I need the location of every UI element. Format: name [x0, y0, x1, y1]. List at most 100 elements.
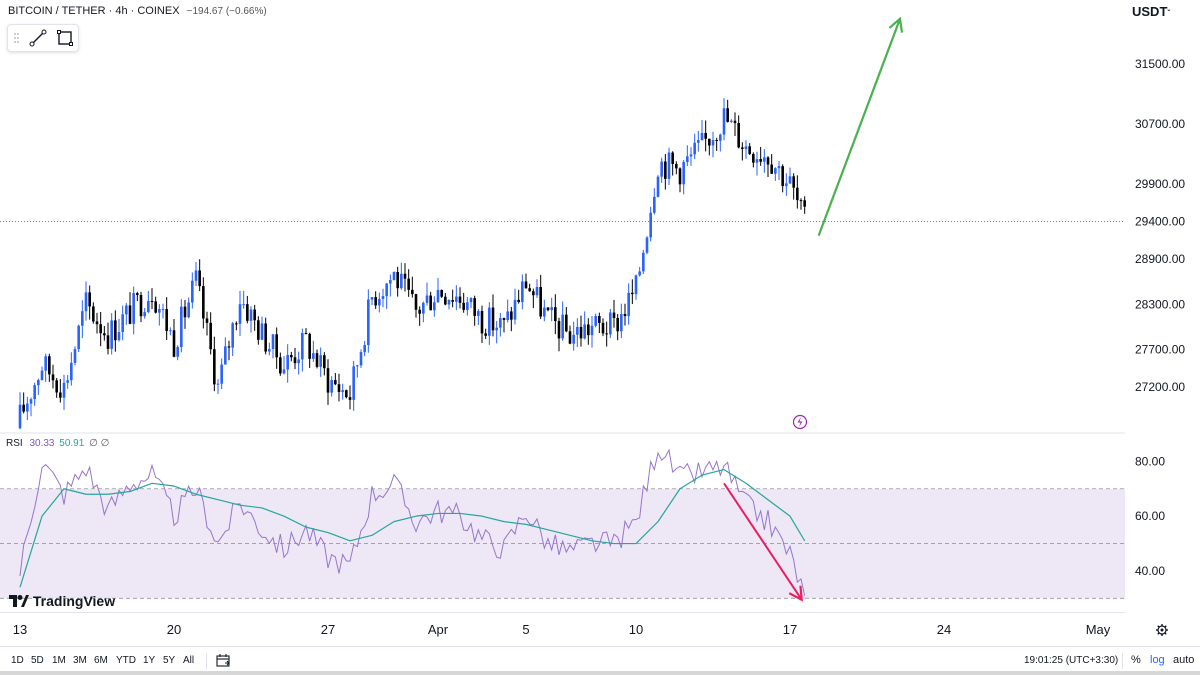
drawing-toolbox: [7, 24, 79, 52]
candle: [590, 316, 594, 348]
price-tick-label: 31500.00: [1135, 57, 1185, 71]
rsi-tick-label: 40.00: [1135, 564, 1165, 578]
log-scale-toggle[interactable]: log: [1150, 654, 1165, 666]
symbol-title: BITCOIN / TETHER · 4h · COINEX: [8, 5, 180, 17]
toolbar-divider-2: [1122, 653, 1123, 669]
drag-handle-icon[interactable]: [14, 33, 19, 43]
candle: [433, 296, 436, 317]
range-1m-button[interactable]: 1M: [52, 655, 66, 666]
candle: [319, 347, 322, 377]
range-ytd-button[interactable]: YTD: [116, 655, 136, 666]
currency-selector[interactable]: USDTˇ: [1132, 4, 1170, 19]
rsi-ma-line: [19, 469, 806, 588]
candle: [664, 154, 667, 190]
candle: [374, 291, 377, 309]
price-tick-label: 28900.00: [1135, 252, 1185, 266]
candle: [180, 299, 183, 353]
auto-scale-toggle[interactable]: auto: [1173, 654, 1195, 666]
range-1d-button[interactable]: 1D: [11, 655, 24, 666]
candle: [165, 297, 168, 341]
candle: [235, 321, 238, 331]
candle: [517, 289, 520, 304]
trend-line-icon[interactable]: [29, 29, 47, 47]
candle: [653, 188, 656, 215]
candle: [77, 324, 80, 353]
candle: [473, 295, 476, 326]
candle: [231, 321, 234, 357]
candle: [554, 294, 557, 335]
candle: [348, 385, 352, 410]
axes: 31500.00 30700.00 29900.00 29400.00 28900.00…: [0, 57, 1185, 637]
rectangle-icon[interactable]: [57, 30, 73, 46]
time-tick-label: 27: [321, 622, 335, 637]
candle: [730, 119, 733, 124]
candle: [121, 305, 124, 341]
candle: [587, 318, 590, 345]
candle: [396, 266, 399, 297]
candle: [359, 349, 363, 368]
candle: [671, 151, 674, 176]
candle: [337, 373, 341, 402]
candle: [502, 317, 506, 333]
candle: [686, 145, 689, 167]
candle: [491, 294, 495, 337]
candle: [788, 167, 792, 185]
candle: [440, 289, 443, 299]
candle: [770, 154, 773, 175]
time-tick-label: 20: [167, 622, 181, 637]
range-5y-button[interactable]: 5Y: [163, 655, 176, 666]
range-6m-button[interactable]: 6M: [94, 655, 108, 666]
range-5d-button[interactable]: 5D: [31, 655, 44, 666]
candle: [576, 318, 579, 347]
candle: [700, 120, 704, 141]
time-tick-label: 17: [783, 622, 797, 637]
candle: [308, 332, 311, 368]
candle: [392, 271, 396, 281]
candle: [198, 259, 201, 292]
time-tick-label: 5: [522, 622, 529, 637]
price-tick-label: 28300.00: [1135, 297, 1185, 311]
settings-gear-icon[interactable]: [1156, 624, 1168, 636]
percent-scale-toggle[interactable]: %: [1131, 654, 1141, 666]
candle: [51, 364, 55, 389]
chart-canvas[interactable]: 31500.00 30700.00 29900.00 29400.00 28900.00…: [0, 0, 1200, 646]
candle: [81, 300, 84, 339]
candle: [539, 274, 542, 320]
candle: [352, 360, 355, 411]
candle: [172, 319, 176, 358]
candle: [803, 196, 806, 214]
range-all-button[interactable]: All: [183, 655, 195, 666]
candle: [95, 312, 99, 334]
candle: [711, 131, 715, 158]
rsi-name: RSI: [6, 438, 23, 449]
events-icon[interactable]: [792, 414, 808, 430]
candle: [315, 349, 319, 369]
rsi-legend[interactable]: RSI 30.33 50.91 ∅ ∅: [6, 438, 109, 449]
candle: [697, 130, 700, 152]
candle: [759, 146, 762, 166]
candle: [506, 299, 509, 323]
candle: [271, 334, 275, 359]
range-1y-button[interactable]: 1Y: [143, 655, 156, 666]
candle: [660, 157, 663, 183]
candle: [220, 358, 223, 390]
candle: [154, 296, 157, 314]
candle: [484, 328, 487, 339]
candle: [253, 304, 256, 331]
range-3m-button[interactable]: 3M: [73, 655, 87, 666]
candle: [499, 312, 502, 337]
candle: [425, 282, 429, 306]
date-range-icon[interactable]: [216, 654, 232, 668]
candle: [213, 336, 216, 392]
price-tick-label: 30700.00: [1135, 117, 1185, 131]
candle: [634, 274, 638, 300]
candle: [422, 301, 425, 323]
red-divergence-arrow[interactable]: [723, 482, 803, 602]
candle: [616, 314, 619, 341]
candle: [246, 295, 249, 324]
candle: [766, 156, 770, 178]
candle: [33, 382, 36, 406]
candle: [708, 138, 711, 156]
green-trend-arrow[interactable]: [817, 16, 904, 237]
clock-timezone[interactable]: 19:01:25 (UTC+3:30): [1024, 655, 1119, 666]
